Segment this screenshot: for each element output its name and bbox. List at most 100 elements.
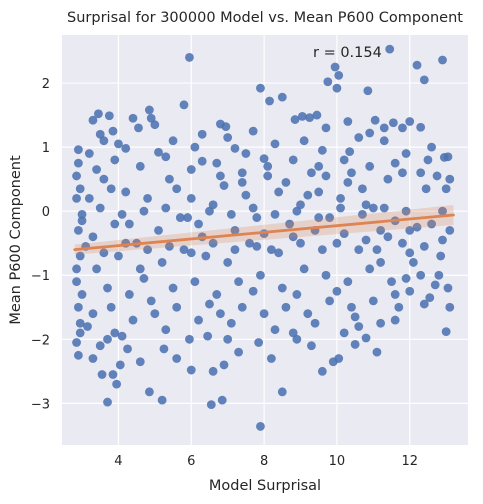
scatter-point	[314, 213, 324, 222]
scatter-point	[321, 171, 331, 181]
scatter-point	[106, 184, 116, 194]
scatter-point	[347, 168, 356, 178]
scatter-point	[223, 133, 233, 142]
scatter-point	[361, 235, 371, 245]
scatter-point	[332, 83, 342, 93]
scatter-point	[84, 193, 94, 203]
x-tick-labels: 4 6 8 10 12	[114, 454, 418, 469]
scatter-point	[237, 302, 247, 312]
scatter-point	[143, 245, 152, 255]
scatter-point	[88, 232, 98, 242]
scatter-point	[321, 123, 331, 133]
scatter-point	[427, 142, 436, 152]
scatter-point	[95, 341, 105, 351]
scatter-point	[266, 354, 276, 363]
scatter-point	[372, 347, 382, 357]
scatter-point	[190, 277, 200, 287]
scatter-point	[103, 283, 112, 293]
scatter-point	[325, 213, 335, 222]
scatter-point	[114, 139, 123, 149]
scatter-point	[347, 302, 356, 312]
scatter-point	[270, 139, 280, 149]
scatter-point	[221, 122, 231, 132]
scatter-point	[312, 110, 322, 120]
scatter-point	[237, 177, 247, 187]
scatter-point	[215, 171, 225, 181]
scatter-point	[197, 129, 207, 139]
scatter-point	[314, 187, 324, 197]
scatter-point	[99, 136, 109, 146]
scatter-point	[84, 149, 94, 158]
scatter-point	[95, 129, 105, 139]
scatter-point	[230, 245, 240, 255]
scatter-point	[73, 350, 83, 360]
scatter-point	[265, 96, 274, 106]
scatter-point	[77, 290, 87, 299]
scatter-point	[159, 344, 169, 354]
y-tick-labels: −3 −2 −1 0 1 2	[31, 77, 50, 412]
scatter-point	[332, 286, 342, 296]
scatter-point	[83, 322, 92, 331]
scatter-point	[445, 174, 455, 184]
scatter-point	[358, 209, 367, 219]
scatter-point	[73, 302, 83, 312]
scatter-point	[208, 238, 218, 248]
scatter-point	[248, 286, 258, 296]
scatter-point	[281, 302, 291, 312]
scatter-point	[425, 293, 435, 303]
scatter-point	[75, 251, 85, 261]
scatter-point	[219, 181, 229, 190]
scatter-point	[75, 328, 85, 338]
scatter-point	[259, 154, 269, 164]
scatter-point	[190, 142, 200, 152]
scatter-point	[443, 283, 453, 293]
scatter-point	[372, 245, 382, 255]
scatter-point	[412, 222, 422, 232]
scatter-point	[139, 274, 149, 283]
scatter-point	[334, 70, 344, 80]
scatter-point	[398, 238, 407, 248]
scatter-point	[270, 209, 280, 219]
scatter-point	[217, 395, 227, 405]
x-tick-label: 10	[329, 454, 346, 469]
scatter-point	[73, 225, 83, 235]
scatter-point	[75, 184, 85, 194]
scatter-point	[405, 286, 415, 296]
scatter-point	[390, 290, 400, 299]
scatter-point	[112, 379, 122, 389]
scatter-point	[99, 174, 109, 184]
scatter-point	[263, 161, 273, 171]
scatter-point	[161, 152, 171, 162]
scatter-point	[358, 184, 367, 194]
scatter-point	[208, 200, 218, 210]
scatter-point	[186, 165, 196, 174]
scatter-point	[419, 242, 429, 251]
scatter-point	[445, 225, 455, 235]
scatter-point	[317, 145, 327, 155]
scatter-point	[416, 122, 426, 132]
chart-title: Surprisal for 300000 Model vs. Mean P600…	[67, 10, 463, 26]
scatter-point	[110, 328, 120, 338]
scatter-point	[330, 62, 340, 72]
scatter-point	[288, 155, 298, 165]
scatter-point	[237, 168, 247, 178]
scatter-point	[248, 203, 258, 213]
scatter-point	[354, 133, 364, 142]
scatter-point	[288, 328, 298, 338]
scatter-point	[128, 315, 138, 325]
scatter-point	[172, 354, 182, 363]
scatter-point	[134, 123, 143, 133]
scatter-point	[117, 209, 127, 219]
scatter-point	[139, 206, 149, 216]
scatter-point	[370, 115, 380, 125]
scatter-point	[354, 245, 364, 255]
scatter-point	[345, 147, 355, 156]
scatter-point	[434, 270, 444, 280]
scatter-point	[383, 174, 393, 184]
scatter-point	[259, 309, 269, 319]
y-tick-label: 2	[42, 77, 50, 92]
scatter-point	[270, 325, 280, 335]
scatter-point	[390, 158, 400, 168]
scatter-point	[77, 216, 87, 226]
scatter-point	[110, 219, 120, 229]
